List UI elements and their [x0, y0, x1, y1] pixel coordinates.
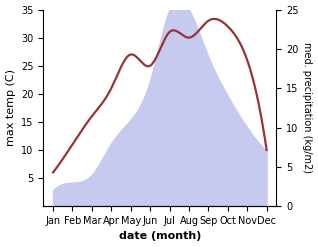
- Y-axis label: med. precipitation (kg/m2): med. precipitation (kg/m2): [302, 42, 313, 173]
- Y-axis label: max temp (C): max temp (C): [5, 69, 16, 146]
- X-axis label: date (month): date (month): [119, 231, 201, 242]
